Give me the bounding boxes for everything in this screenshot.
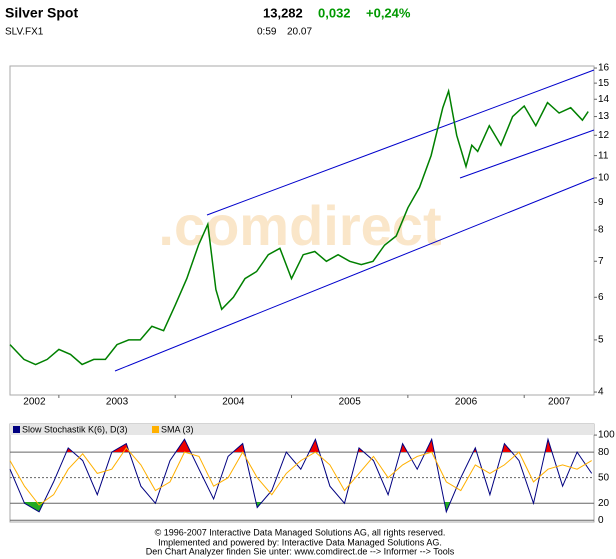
symbol: SLV.FX1 bbox=[5, 27, 44, 38]
x-tick-label: 2006 bbox=[455, 397, 478, 408]
x-tick-label: 2007 bbox=[548, 397, 571, 408]
footer-line: Den Chart Analyzer finden Sie unter: www… bbox=[146, 546, 455, 556]
y-tick-label: 8 bbox=[598, 225, 604, 236]
watermark: .comdirect bbox=[158, 194, 441, 257]
y-tick-label: 50 bbox=[598, 472, 610, 483]
trend-channel bbox=[206, 69, 595, 216]
change-pct: +0,24% bbox=[366, 5, 411, 20]
legend-swatch bbox=[152, 426, 159, 433]
y-tick-label: 80 bbox=[598, 447, 610, 458]
series-line bbox=[9, 447, 592, 506]
y-tick-label: 11 bbox=[598, 150, 609, 161]
legend-swatch bbox=[13, 426, 20, 433]
x-tick-label: 2002 bbox=[23, 397, 46, 408]
y-tick-label: 5 bbox=[598, 335, 604, 346]
y-tick-label: 14 bbox=[598, 94, 610, 105]
series-line bbox=[9, 437, 593, 514]
y-tick-label: 16 bbox=[598, 63, 610, 74]
footer-line: © 1996-2007 Interactive Data Managed Sol… bbox=[155, 527, 446, 537]
legend-label: SMA (3) bbox=[161, 424, 194, 434]
x-tick-label: 2005 bbox=[339, 397, 362, 408]
x-tick-label: 2003 bbox=[106, 397, 129, 408]
y-tick-label: 9 bbox=[598, 197, 604, 208]
y-tick-label: 13 bbox=[598, 111, 610, 122]
y-tick-label: 15 bbox=[598, 78, 610, 89]
y-tick-label: 100 bbox=[598, 430, 615, 441]
y-tick-label: 0 bbox=[598, 515, 604, 526]
trend-channel bbox=[114, 177, 595, 372]
y-tick-label: 12 bbox=[598, 130, 610, 141]
title: Silver Spot bbox=[5, 5, 78, 21]
x-tick-label: 2004 bbox=[222, 397, 245, 408]
legend-label: Slow Stochastik K(6), D(3) bbox=[22, 424, 128, 434]
y-tick-label: 4 bbox=[598, 387, 604, 398]
time: 0:59 bbox=[257, 27, 277, 38]
y-tick-label: 6 bbox=[598, 292, 604, 303]
price: 13,282 bbox=[263, 5, 303, 20]
y-tick-label: 10 bbox=[598, 173, 610, 184]
y-tick-label: 7 bbox=[598, 256, 604, 267]
price-plot bbox=[9, 65, 595, 396]
date: 20.07 bbox=[287, 27, 312, 38]
y-tick-label: 20 bbox=[598, 498, 610, 509]
series-line bbox=[9, 88, 589, 366]
footer-line: Implemented and powered by: Interactive … bbox=[158, 537, 442, 547]
change: 0,032 bbox=[318, 5, 351, 20]
trend-channel bbox=[459, 129, 595, 179]
stoch-legend-bar bbox=[10, 424, 594, 435]
